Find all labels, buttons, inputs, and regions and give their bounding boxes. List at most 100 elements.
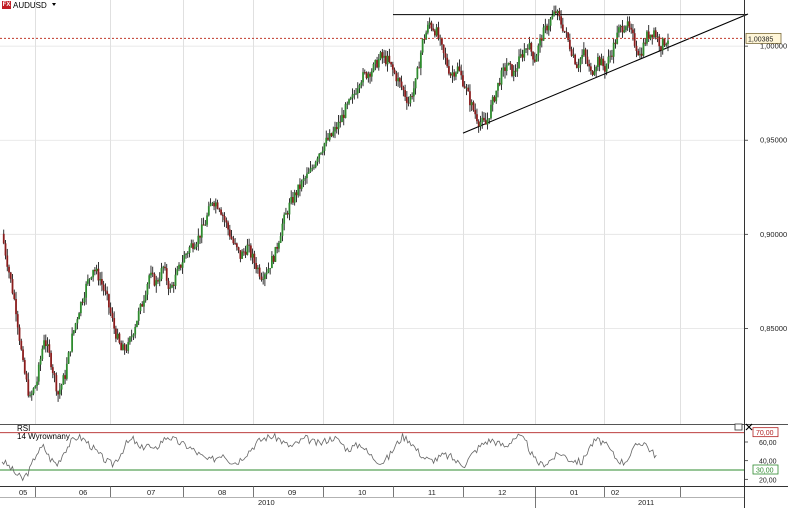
- candle-body: [553, 11, 555, 16]
- candle: [605, 63, 608, 76]
- candle: [353, 89, 356, 100]
- candle: [507, 62, 510, 66]
- candle: [230, 230, 233, 240]
- candle: [278, 240, 280, 253]
- candle: [455, 71, 457, 81]
- candle-body: [388, 55, 391, 62]
- price-tick-label: 0,95000: [760, 136, 787, 145]
- candle: [439, 34, 442, 46]
- candle: [356, 82, 359, 99]
- candle: [495, 90, 498, 104]
- candle-body: [29, 395, 31, 396]
- candle: [570, 46, 573, 57]
- candle: [656, 31, 659, 43]
- candle-body: [575, 64, 578, 68]
- candle-body: [195, 244, 198, 247]
- close-icon[interactable]: [745, 423, 753, 431]
- candle: [235, 242, 238, 251]
- candle: [127, 337, 130, 354]
- candle-body: [455, 72, 457, 77]
- candle: [79, 301, 82, 317]
- candle: [386, 51, 389, 72]
- candle: [192, 239, 194, 253]
- candle: [115, 325, 117, 343]
- month-label: 11: [428, 488, 436, 497]
- candle: [518, 49, 520, 69]
- candle-body: [525, 48, 527, 50]
- rsi-window-controls[interactable]: [734, 423, 753, 431]
- candle-body: [623, 30, 626, 33]
- candle-body: [356, 88, 359, 94]
- candle-body: [230, 236, 233, 239]
- candle: [658, 33, 661, 52]
- candle: [44, 334, 47, 353]
- candle: [25, 370, 28, 383]
- candle: [412, 81, 415, 102]
- rsi-level-badge: 30,00: [752, 464, 779, 475]
- candle: [437, 21, 440, 41]
- candle-body: [661, 38, 664, 51]
- candle-body: [467, 87, 470, 92]
- candle: [176, 265, 179, 276]
- candle: [419, 50, 422, 76]
- candle-body: [411, 96, 414, 97]
- candle-body: [334, 127, 336, 132]
- candle-body: [278, 242, 280, 249]
- candle: [327, 133, 329, 141]
- candle-body: [609, 55, 612, 57]
- candle-body: [102, 284, 105, 291]
- candle-body: [568, 39, 571, 50]
- candle: [99, 272, 102, 286]
- candle-body: [285, 213, 287, 215]
- candle-body: [654, 30, 657, 38]
- candle-body: [220, 209, 222, 215]
- candle-body: [639, 53, 641, 56]
- candle-body: [162, 266, 165, 269]
- candle: [577, 58, 580, 72]
- candle: [398, 77, 401, 89]
- candle: [600, 53, 603, 66]
- candle-body: [362, 72, 364, 83]
- candle: [167, 277, 170, 296]
- candle: [348, 98, 350, 106]
- candle: [553, 5, 555, 17]
- candle-body: [370, 71, 373, 77]
- candle-body: [321, 150, 324, 153]
- candle: [651, 34, 654, 45]
- candle-body: [251, 253, 254, 258]
- candle: [109, 302, 112, 317]
- candle-body: [288, 202, 291, 215]
- candle-body: [412, 88, 415, 97]
- candle-body: [242, 251, 245, 253]
- candle: [537, 43, 540, 62]
- candle-body: [498, 82, 501, 85]
- candle-body: [306, 173, 308, 179]
- candle-body: [341, 114, 343, 123]
- candle: [584, 47, 587, 65]
- candle: [418, 61, 421, 69]
- month-label: 08: [218, 488, 226, 497]
- candle: [582, 42, 585, 57]
- candle-body: [190, 243, 193, 248]
- candle: [160, 262, 163, 282]
- symbol-dropdown-icon[interactable]: [52, 3, 56, 6]
- candle: [101, 271, 103, 292]
- candle: [530, 41, 533, 57]
- candle: [41, 345, 44, 361]
- candle-body: [2, 233, 5, 244]
- month-label: 12: [498, 488, 506, 497]
- candle-body: [158, 279, 161, 282]
- candle-body: [16, 314, 19, 328]
- candle: [567, 32, 569, 42]
- maximize-icon[interactable]: [734, 423, 743, 431]
- candle-body: [434, 30, 436, 36]
- candle: [667, 33, 669, 52]
- candle-body: [470, 102, 473, 106]
- candle: [560, 10, 562, 29]
- candle-body: [518, 56, 520, 69]
- candle-body: [451, 72, 454, 76]
- candle-body: [71, 333, 74, 352]
- support-line: [462, 13, 749, 134]
- candle: [34, 385, 37, 389]
- candle: [300, 179, 303, 192]
